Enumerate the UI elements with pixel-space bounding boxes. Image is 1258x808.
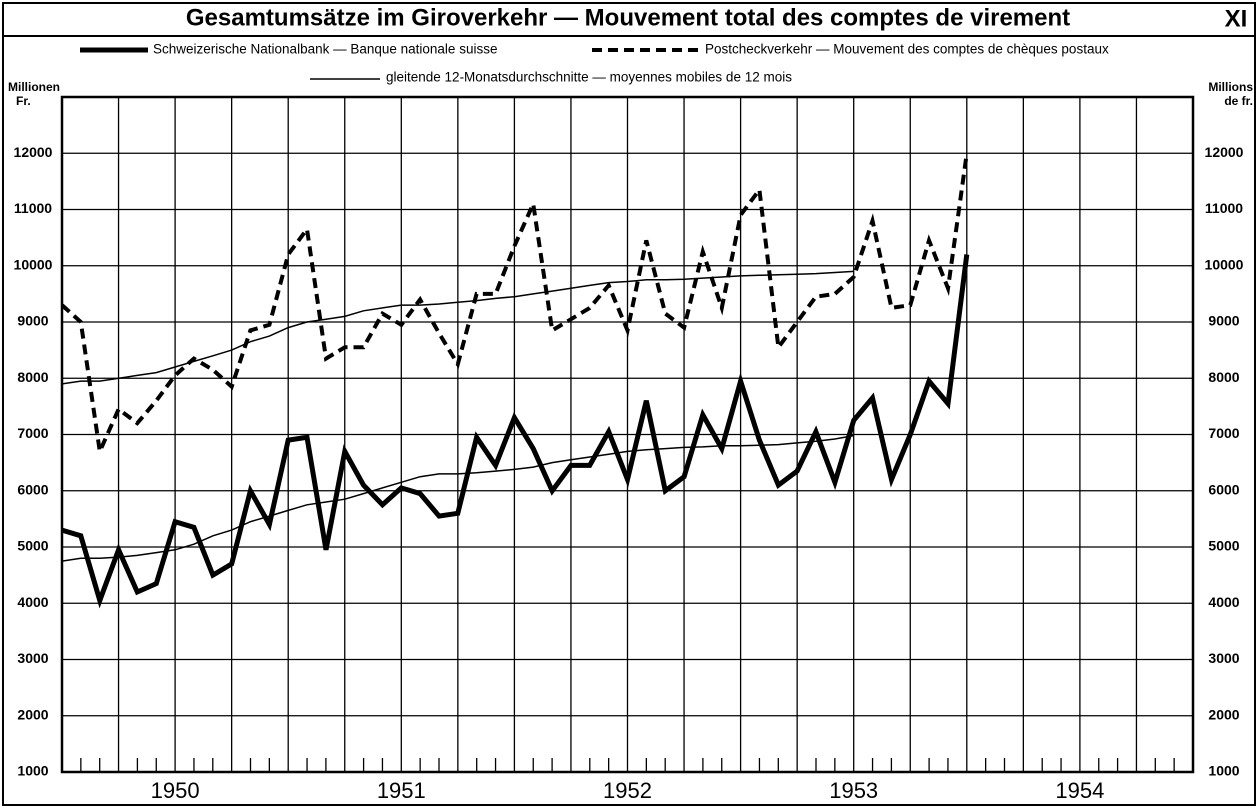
data-line	[61, 434, 854, 562]
y-tick-label: 7000	[17, 425, 48, 441]
data-line	[61, 270, 854, 385]
legend-label: Postcheckverkehr — Mouvement des comptes…	[705, 42, 1109, 57]
y-axis-label: Millionen	[8, 80, 60, 94]
y-tick-label: 11000	[14, 200, 52, 216]
chart-number: XI	[1225, 5, 1248, 32]
y2-axis-label: Millions	[1208, 80, 1253, 94]
y-tick-label: 8000	[17, 369, 48, 385]
y2-tick-label: 1000	[1208, 763, 1239, 779]
chart-title: Gesamtumsätze im Giroverkehr — Mouvement…	[186, 4, 1070, 31]
y2-tick-label: 7000	[1208, 425, 1239, 441]
y2-tick-label: 8000	[1208, 369, 1239, 385]
y-tick-label: 2000	[17, 706, 48, 722]
data-line	[61, 254, 970, 609]
x-tick-label: 1951	[377, 778, 426, 803]
y-tick-label: 5000	[17, 538, 48, 554]
y-tick-label: 6000	[17, 481, 48, 497]
x-tick-label: 1954	[1055, 778, 1104, 803]
y-axis-label: Fr.	[16, 94, 31, 108]
y2-tick-label: 4000	[1208, 594, 1239, 610]
y-tick-label: 10000	[14, 256, 53, 272]
y-tick-label: 12000	[14, 144, 53, 160]
y2-tick-label: 10000	[1205, 256, 1244, 272]
y-tick-label: 3000	[17, 650, 48, 666]
y2-tick-label: 12000	[1205, 144, 1244, 160]
y2-tick-label: 5000	[1208, 538, 1239, 554]
y2-tick-label: 2000	[1208, 706, 1239, 722]
legend-label: gleitende 12-Monatsdurchschnitte — moyen…	[386, 70, 792, 85]
x-tick-label: 1953	[829, 778, 878, 803]
legend-label: Schweizerische Nationalbank — Banque nat…	[153, 42, 497, 57]
plot-frame	[60, 95, 1195, 774]
y2-tick-label: 9000	[1208, 313, 1239, 329]
y2-tick-label: 3000	[1208, 650, 1239, 666]
data-line	[60, 153, 969, 459]
y-tick-label: 9000	[17, 313, 48, 329]
y-tick-label: 4000	[17, 594, 48, 610]
y2-tick-label: 6000	[1208, 481, 1239, 497]
y-tick-label: 1000	[17, 763, 48, 779]
y2-axis-label: de fr.	[1224, 94, 1253, 108]
y2-tick-label: 11000	[1205, 200, 1243, 216]
x-tick-label: 1950	[151, 778, 200, 803]
x-tick-label: 1952	[603, 778, 652, 803]
